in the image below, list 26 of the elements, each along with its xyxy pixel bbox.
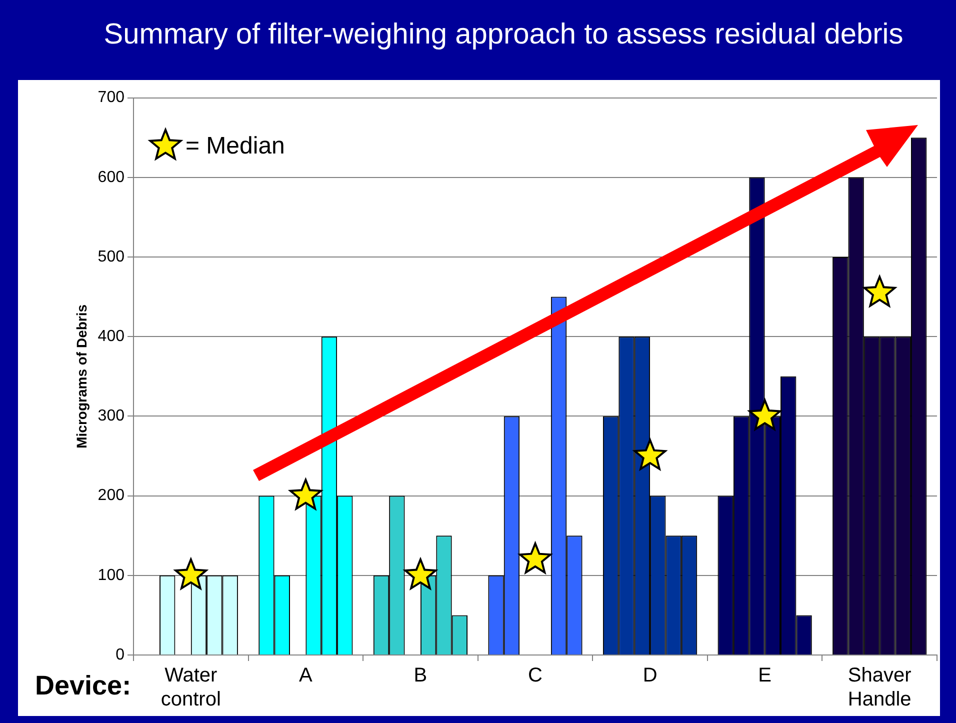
y-tick-label: 100 (98, 566, 125, 584)
point (748, 399, 782, 430)
point (634, 439, 666, 470)
x-tick-label: A (299, 664, 314, 687)
point (174, 558, 208, 590)
x-tick-label: B (414, 664, 428, 687)
y-tick-label: 400 (98, 328, 125, 346)
x-axis-title: Device: (35, 670, 132, 700)
y-tick-label: 0 (116, 646, 125, 664)
legend-label: = Median (185, 132, 285, 160)
point (404, 558, 437, 590)
x-tick-label: D (642, 664, 658, 687)
chart-title: Summary of filter-weighing approach to assess residual debris (104, 18, 904, 50)
y-tick-label: 700 (98, 89, 125, 106)
point (863, 276, 896, 307)
y-tick-label: 300 (98, 408, 125, 425)
y-tick-label: 200 (98, 487, 125, 504)
x-tick-label: C (528, 664, 542, 687)
x-tick-label: Shaver Handle (848, 664, 912, 711)
y-tick-label: 600 (98, 168, 125, 186)
point (519, 542, 552, 574)
x-tick-label: E (758, 664, 772, 687)
y-tick-label: 500 (98, 248, 125, 266)
x-tick-label: Water control (160, 664, 221, 711)
point (289, 478, 322, 510)
y-axis-title: Micrograms of Debris (73, 304, 90, 448)
